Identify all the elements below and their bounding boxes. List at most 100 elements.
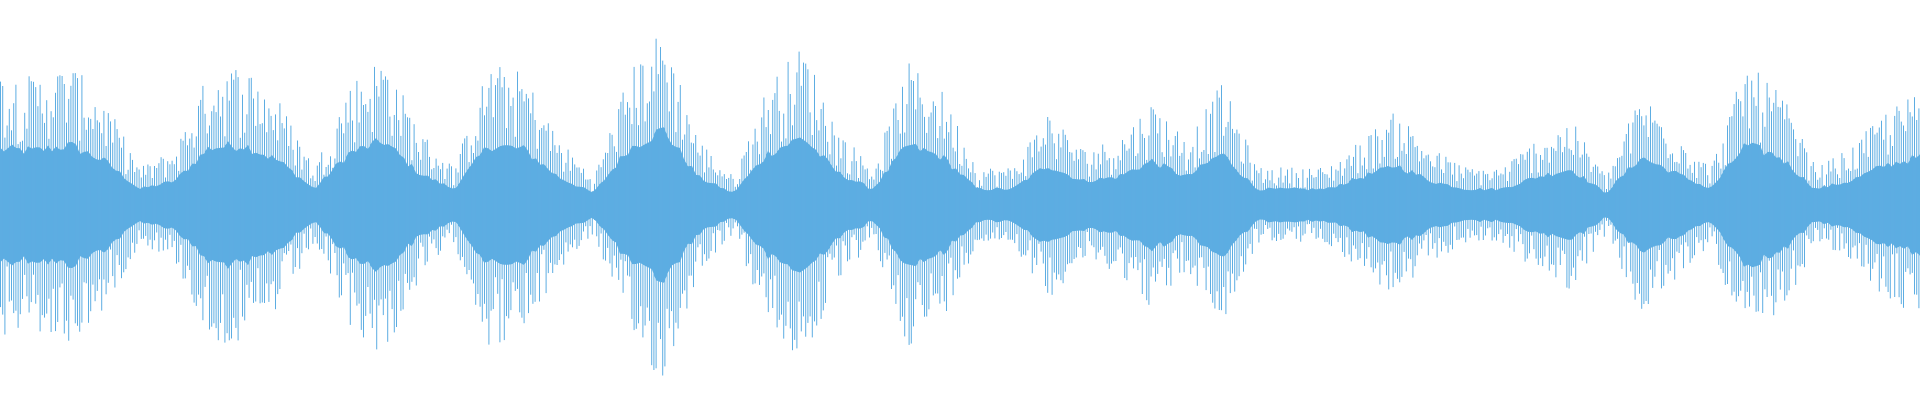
waveform-sample — [589, 179, 591, 227]
waveform-sample — [165, 177, 166, 240]
waveform-sample — [1388, 132, 1390, 290]
waveform-sample — [1799, 142, 1801, 267]
waveform-sample — [481, 86, 483, 322]
waveform-sample — [118, 137, 120, 265]
waveform-sample — [1185, 170, 1187, 261]
waveform-sample — [327, 164, 329, 261]
waveform-sample — [1865, 131, 1867, 245]
waveform-sample — [594, 183, 595, 220]
waveform-sample — [1898, 110, 1900, 298]
waveform-sample — [1438, 153, 1440, 239]
waveform-sample — [1698, 161, 1700, 243]
waveform-sample — [1051, 133, 1053, 295]
waveform-sample — [1606, 189, 1607, 221]
waveform-sample — [429, 156, 430, 237]
waveform-sample — [838, 137, 840, 276]
waveform-sample — [94, 107, 96, 302]
waveform-sample — [1883, 139, 1885, 257]
waveform-sample — [470, 145, 472, 280]
waveform-sample — [915, 109, 917, 300]
waveform-sample — [550, 151, 551, 263]
waveform-sample — [1150, 107, 1152, 277]
waveform-sample — [354, 142, 356, 293]
waveform-sample — [970, 172, 972, 255]
waveform-sample — [831, 121, 833, 260]
waveform-sample — [1852, 147, 1854, 248]
waveform-sample — [209, 125, 210, 330]
waveform-sample — [1280, 167, 1282, 240]
waveform-sample — [710, 156, 712, 251]
waveform-sample — [1260, 168, 1262, 235]
waveform-sample — [1350, 165, 1352, 262]
waveform-sample — [701, 145, 703, 266]
waveform-sample — [1394, 158, 1396, 273]
waveform-sample — [767, 110, 769, 313]
waveform-sample — [677, 101, 679, 329]
waveform-sample — [464, 138, 466, 267]
waveform-sample — [1718, 162, 1720, 265]
waveform-sample — [6, 125, 8, 267]
waveform-sample — [411, 160, 413, 282]
waveform-sample — [70, 85, 72, 296]
waveform-sample — [488, 87, 490, 345]
waveform-sample — [1128, 148, 1130, 264]
waveform-sample — [622, 92, 624, 293]
waveform-sample — [418, 152, 419, 259]
waveform-sample — [145, 174, 147, 236]
waveform-sample — [1067, 140, 1068, 265]
waveform-sample — [1421, 151, 1423, 249]
waveform-sample — [899, 133, 901, 321]
waveform-sample — [602, 159, 604, 260]
waveform-sample — [206, 133, 208, 276]
waveform-sample — [1489, 180, 1491, 228]
waveform-sample — [52, 117, 54, 289]
waveform-sample — [44, 122, 45, 318]
waveform-sample — [374, 66, 375, 300]
waveform-sample — [1645, 115, 1647, 302]
waveform-sample — [1859, 143, 1860, 244]
waveform-sample — [1661, 127, 1662, 289]
waveform-sample — [134, 172, 136, 253]
waveform-sample — [46, 100, 48, 314]
waveform-sample — [541, 128, 543, 255]
waveform-sample — [1570, 150, 1572, 276]
waveform-sample — [1265, 179, 1266, 225]
waveform-sample — [851, 161, 853, 238]
waveform-sample — [1170, 156, 1172, 286]
waveform-sample — [732, 178, 734, 229]
waveform-sample — [631, 124, 633, 319]
waveform-sample — [1817, 179, 1819, 230]
waveform-sample — [2, 86, 4, 315]
waveform-sample — [1696, 178, 1698, 238]
waveform-sample — [624, 114, 626, 262]
waveform-sample — [1469, 172, 1471, 238]
waveform-sample — [316, 165, 318, 244]
waveform-sample — [1632, 122, 1634, 284]
waveform-sample — [437, 165, 439, 255]
waveform-sample — [341, 123, 342, 296]
waveform-sample — [1194, 167, 1196, 266]
waveform-sample — [1854, 169, 1856, 246]
waveform-sample — [514, 136, 516, 291]
waveform-sample — [1579, 157, 1581, 251]
waveform-sample — [1460, 173, 1462, 238]
waveform-sample — [741, 158, 743, 235]
waveform-sample — [55, 92, 56, 332]
waveform-sample — [1364, 157, 1365, 266]
waveform-sample — [1053, 143, 1055, 273]
waveform-sample — [1843, 158, 1845, 249]
waveform-sample — [140, 177, 142, 239]
waveform-sample — [910, 80, 912, 344]
waveform-sample — [466, 135, 468, 275]
waveform-sample — [880, 169, 881, 262]
waveform-sample — [426, 139, 428, 262]
waveform-sample — [1628, 123, 1629, 243]
waveform-sample — [226, 81, 228, 334]
waveform-sample — [1434, 167, 1436, 244]
waveform-sample — [616, 151, 617, 268]
waveform-sample — [1793, 129, 1794, 251]
waveform-sample — [803, 62, 804, 317]
waveform-sample — [778, 110, 780, 320]
waveform-sample — [255, 125, 257, 302]
waveform-sample — [596, 170, 598, 237]
